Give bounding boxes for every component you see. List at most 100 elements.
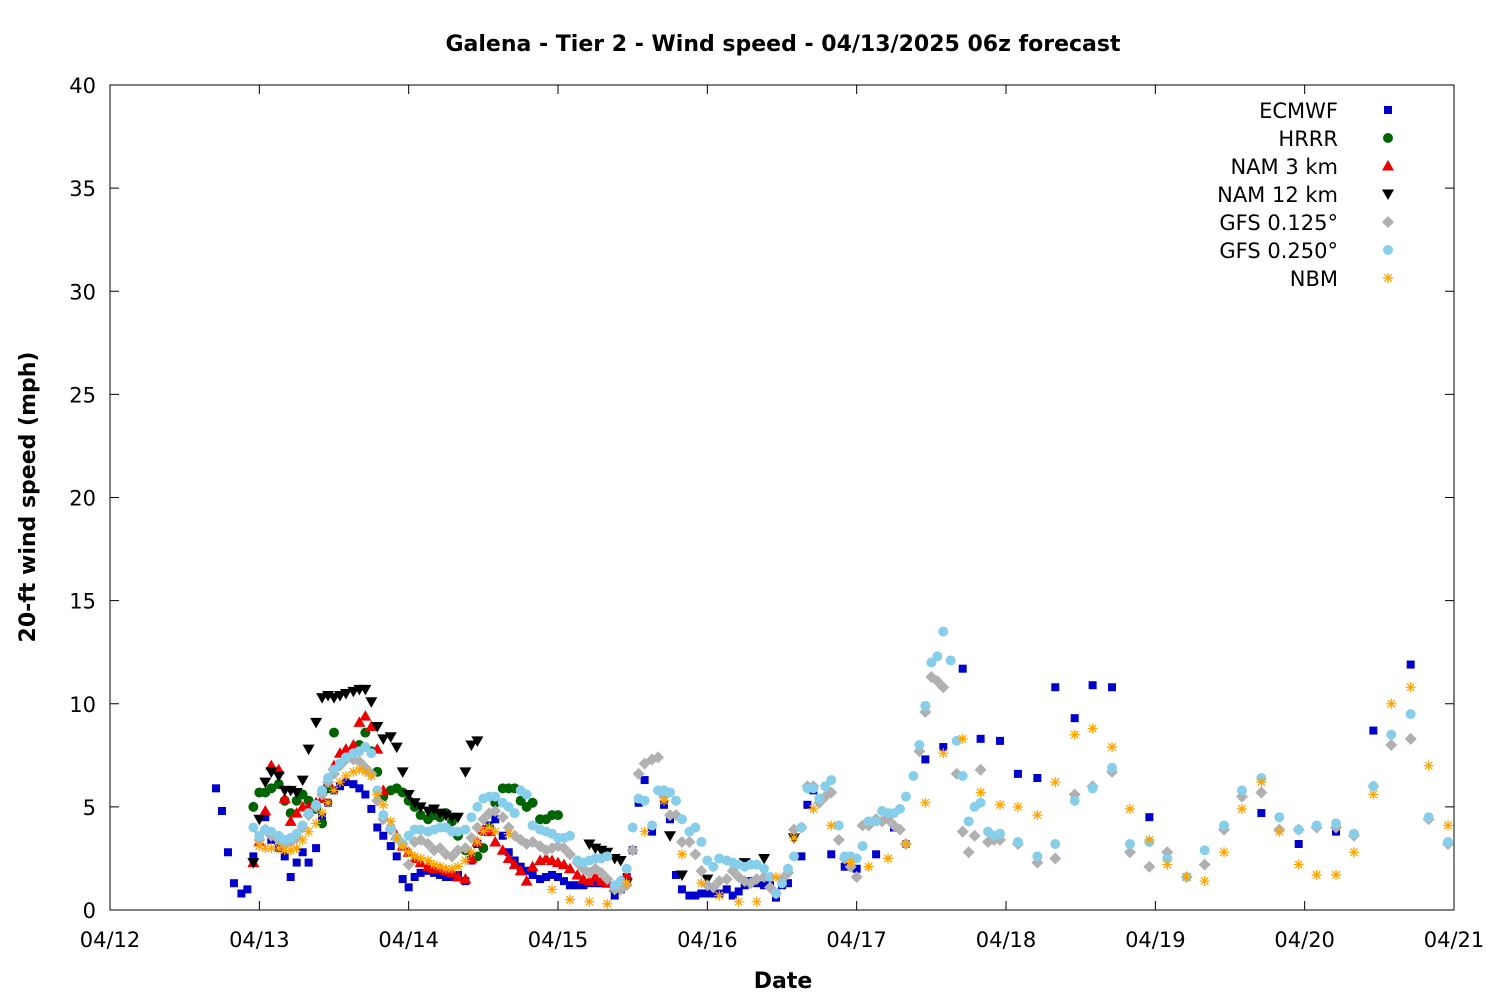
data-point-nam-12-km [408,798,421,809]
data-point-nbm [1368,789,1379,800]
data-point-gfs-0-125 [1385,739,1398,751]
data-point-nbm [564,894,575,905]
data-point-nam-12-km [290,787,303,799]
data-point-nam-3-km [514,864,527,876]
data-point-gfs-0-250 [765,872,776,882]
data-point-nbm [751,896,762,907]
data-point-nam-3-km [365,720,378,731]
data-point-gfs-0-250 [266,826,277,837]
data-point-nbm [676,849,687,860]
legend-marker [1384,106,1392,114]
data-point-gfs-0-125 [489,805,502,817]
data-point-hrrr [515,795,526,806]
data-point-gfs-0-125 [683,835,696,848]
data-point-nam-3-km [496,844,509,855]
data-point-nbm [409,851,420,862]
data-point-gfs-0-250 [914,740,925,750]
data-point-nbm [273,843,284,854]
data-point-ecmwf [554,873,562,881]
data-point-gfs-0-125 [434,842,447,855]
data-point-ecmwf [491,815,500,824]
data-point-nam-3-km [589,871,602,882]
data-point-ecmwf [373,823,382,832]
data-point-gfs-0-125 [974,763,987,776]
data-point-nbm [863,861,874,872]
data-point-nbm [1032,810,1043,821]
data-point-gfs-0-125 [471,821,484,834]
data-point-gfs-0-250 [782,863,793,874]
data-point-nbm [460,855,471,866]
data-point-gfs-0-125 [465,831,478,844]
data-point-gfs-0-250 [639,795,650,806]
data-point-hrrr [415,810,426,821]
x-tick-label: 04/15 [528,928,589,952]
data-point-gfs-0-250 [1236,785,1247,796]
data-point-gfs-0-250 [826,775,837,786]
data-point-ecmwf [1406,660,1415,669]
data-point-gfs-0-250 [920,700,931,711]
data-point-gfs-0-250 [771,888,782,899]
data-point-ecmwf [1257,809,1266,818]
data-point-nbm [957,733,968,744]
data-point-ecmwf [243,885,252,894]
data-point-nbm [1012,801,1023,812]
data-point-nbm [372,789,383,800]
data-point-nbm [1050,777,1061,788]
data-point-nbm [266,843,277,854]
data-point-nbm [547,884,558,895]
data-point-ecmwf [367,804,376,813]
data-point-nam-3-km [557,858,570,870]
data-point-nam-12-km [377,734,390,745]
data-point-ecmwf [610,891,619,900]
data-point-gfs-0-125 [962,846,975,859]
y-tick-label: 10 [69,693,96,717]
data-point-gfs-0-250 [527,820,538,831]
data-point-gfs-0-250 [509,808,520,819]
data-point-nam-3-km [583,875,596,886]
data-point-ecmwf [591,879,600,888]
data-point-gfs-0-250 [248,822,259,833]
data-point-ecmwf [416,868,425,877]
data-point-gfs-0-250 [1274,812,1285,823]
data-point-gfs-0-250 [670,795,681,806]
data-point-nbm [484,822,495,833]
data-point-gfs-0-125 [1255,786,1268,799]
data-point-gfs-0-250 [1162,853,1173,864]
data-point-gfs-0-250 [602,851,613,862]
data-point-gfs-0-125 [496,811,509,824]
data-point-nbm [938,748,949,759]
data-point-ecmwf [671,870,680,879]
data-point-gfs-0-250 [1311,820,1322,831]
data-point-nbm [446,863,457,874]
data-point-gfs-0-250 [1032,851,1043,862]
data-point-nbm [975,787,986,798]
legend-label: ECMWF [1259,99,1338,123]
data-point-ecmwf [1013,769,1022,778]
data-point-gfs-0-250 [311,799,322,810]
data-point-gfs-0-250 [900,791,911,802]
data-point-ecmwf [760,881,769,890]
y-tick-label: 25 [69,383,96,407]
data-point-nbm [503,828,514,839]
data-point-nbm [1087,723,1098,734]
x-axis: 04/12 04/13 04/14 04/15 04/16 04/17 04/18 04/19… [80,85,1484,952]
series-nam-12-km [247,684,800,890]
data-point-nbm [1199,876,1210,887]
data-point-gfs-0-125 [563,848,576,861]
data-point-nbm [403,847,414,858]
data-point-gfs-0-250 [820,781,831,792]
data-point-gfs-0-250 [926,657,937,668]
data-point-nam-12-km [302,744,315,756]
data-point-nbm [1107,742,1118,753]
data-point-ecmwf [921,755,930,764]
data-point-gfs-0-250 [708,861,719,872]
data-point-nbm [733,896,744,907]
data-point-nbm [348,766,359,777]
legend: ECMWF HRRR NAM 3 km NAM 12 km GFS 0.125° GFS … [1217,99,1394,291]
data-point-ecmwf [304,858,313,867]
data-point-nbm [1274,826,1285,837]
data-point-ecmwf [386,842,395,851]
data-point-gfs-0-250 [751,859,762,870]
series-nbm [254,682,1454,909]
data-point-ecmwf [709,889,718,898]
